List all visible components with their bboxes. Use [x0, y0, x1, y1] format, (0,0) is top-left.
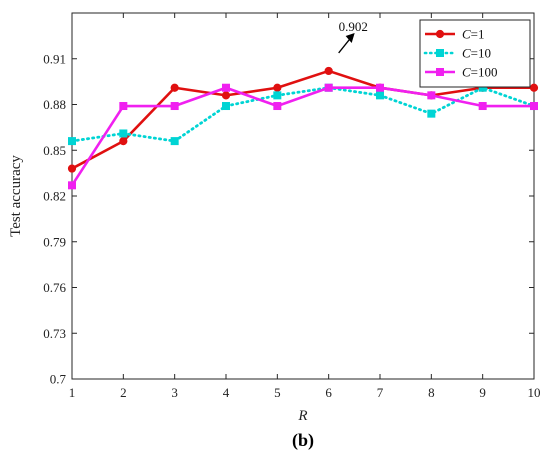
x-tick-label: 9 [479, 385, 486, 400]
annotation-layer: 0.902 [338, 19, 368, 54]
data-point [67, 164, 77, 173]
data-point [68, 137, 76, 146]
legend-swatch-marker [436, 49, 444, 57]
data-point [170, 83, 179, 92]
legend-entry-var: C [462, 46, 471, 61]
legend-entry-var: C [462, 65, 471, 80]
x-tick-label: 7 [377, 385, 384, 400]
data-point [324, 66, 333, 76]
legend-entry-value: =1 [471, 27, 485, 42]
data-point [170, 137, 179, 146]
data-point [427, 109, 436, 118]
x-tick-label: 5 [274, 385, 281, 400]
data-point [273, 102, 282, 111]
legend-entry-label: C=1 [462, 27, 485, 42]
legend-swatch-marker [436, 68, 444, 76]
y-tick-label: 0.76 [43, 280, 66, 295]
data-point [119, 137, 128, 146]
y-tick-label: 0.88 [43, 97, 66, 112]
legend-entry-label: C=100 [462, 65, 498, 80]
annotation-arrow-line [338, 37, 352, 54]
annotation-label: 0.902 [339, 19, 368, 34]
data-point [530, 102, 538, 111]
data-point [273, 83, 282, 92]
series-line [70, 86, 534, 187]
data-point [324, 83, 333, 92]
data-point [68, 181, 76, 190]
x-tick-label: 6 [325, 385, 332, 400]
data-point [376, 83, 384, 92]
annotation-arrow-head [345, 32, 355, 43]
legend-entry-var: C [462, 27, 471, 42]
y-tick-label: 0.85 [43, 143, 66, 158]
data-point [529, 83, 539, 92]
y-tick-label: 0.91 [43, 51, 66, 66]
series-2 [68, 83, 538, 190]
series-line [71, 69, 534, 170]
data-point [222, 83, 230, 92]
x-tick-label: 10 [528, 385, 541, 400]
data-point [119, 102, 128, 111]
y-axis-label: Test accuracy [8, 155, 24, 237]
x-tick-label: 1 [69, 385, 76, 400]
y-tick-label: 0.79 [43, 234, 66, 249]
data-point [478, 102, 487, 111]
data-point [119, 129, 128, 138]
data-point [273, 91, 282, 100]
legend-entry-value: =100 [471, 65, 498, 80]
data-point [222, 102, 230, 111]
x-tick-label: 8 [428, 385, 435, 400]
y-tick-label: 0.82 [43, 189, 66, 204]
data-point [221, 91, 231, 100]
legend-entry-label: C=10 [462, 46, 491, 61]
figure-caption: (b) [292, 430, 314, 451]
series-layer [67, 66, 539, 190]
x-tick-label: 2 [120, 385, 127, 400]
y-tick-label: 0.7 [50, 372, 67, 387]
y-tick-label: 0.73 [43, 326, 66, 341]
data-point [427, 91, 436, 100]
x-axis-label: R [297, 408, 307, 424]
data-point [376, 91, 384, 100]
data-point [170, 102, 179, 111]
x-tick-label: 4 [223, 385, 230, 400]
legend: C=1C=10C=100 [419, 19, 531, 88]
x-tick-label: 3 [171, 385, 178, 400]
tick-layer: 1 2 3 4 5 6 7 8 9 10 0.7 0.73 0.76 0.79 0.82 0.85 0.88 0.… [43, 13, 541, 400]
legend-swatch-marker [435, 29, 445, 39]
legend-entry-value: =10 [471, 46, 491, 61]
